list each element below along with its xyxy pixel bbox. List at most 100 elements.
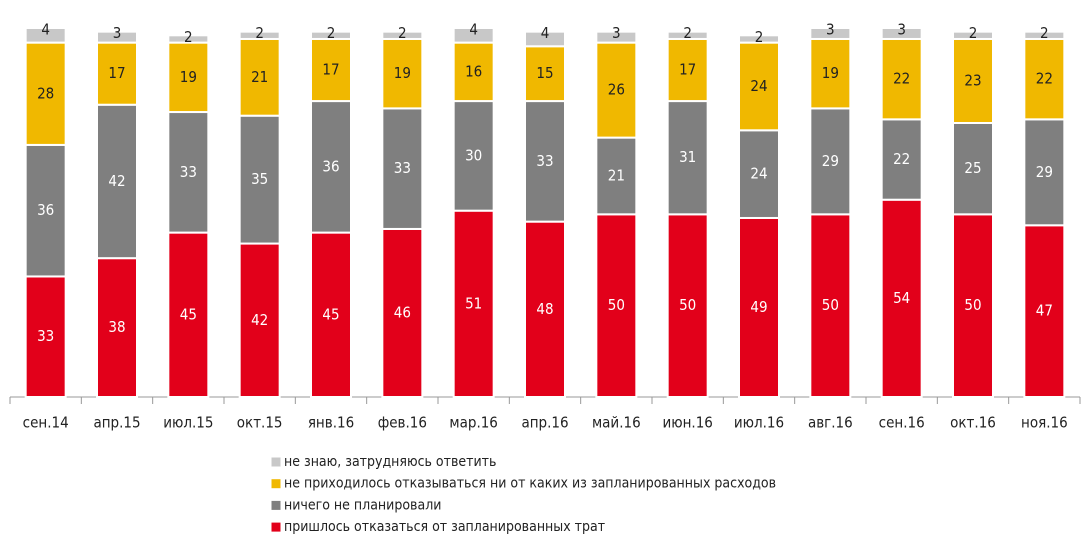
bar-segment xyxy=(167,111,210,234)
bar-segment xyxy=(1023,30,1066,40)
legend-label: пришлось отказаться от запланированных т… xyxy=(284,519,605,535)
data-label: 54 xyxy=(893,289,910,307)
data-label: 2 xyxy=(969,24,978,42)
bar-segment xyxy=(666,30,709,40)
bar-segment xyxy=(167,34,210,44)
x-tick-label: авг.16 xyxy=(808,414,853,432)
bar-segment xyxy=(1023,118,1066,227)
data-label: 29 xyxy=(1036,163,1053,181)
bar-segment xyxy=(524,220,566,398)
bar-segment xyxy=(381,107,424,230)
data-label: 48 xyxy=(536,300,553,318)
data-label: 2 xyxy=(755,28,764,46)
bar-segment xyxy=(880,37,923,121)
data-label: 49 xyxy=(750,298,767,316)
bar-segment xyxy=(880,27,923,40)
data-label: 2 xyxy=(398,24,407,42)
data-label: 3 xyxy=(113,24,122,42)
bar-segment xyxy=(595,136,638,216)
bar-segment xyxy=(381,30,424,40)
bar-segment xyxy=(24,27,67,44)
bar-segment xyxy=(310,100,352,234)
data-label: 4 xyxy=(541,24,550,42)
data-label: 33 xyxy=(394,159,411,177)
legend-label: не знаю, затрудняюсь ответить xyxy=(284,454,496,470)
data-label: 4 xyxy=(41,21,50,39)
data-label: 31 xyxy=(679,148,696,166)
data-label: 35 xyxy=(251,170,268,188)
bar-segment xyxy=(1023,224,1066,398)
data-label: 42 xyxy=(108,172,125,190)
bar-segment xyxy=(238,114,281,245)
bar-segment xyxy=(809,37,852,110)
bar-segment xyxy=(666,100,709,216)
data-label: 3 xyxy=(826,21,835,39)
data-label: 15 xyxy=(536,64,553,82)
bar-segment xyxy=(595,30,638,44)
bar-segment xyxy=(238,37,281,117)
bar-segment xyxy=(452,209,495,398)
data-label: 42 xyxy=(251,311,268,329)
legend-swatch xyxy=(270,521,282,533)
data-label: 38 xyxy=(108,318,125,336)
bar-segment xyxy=(880,198,923,398)
bar-segment xyxy=(96,257,138,398)
x-tick-label: июн.16 xyxy=(662,414,712,432)
data-label: 2 xyxy=(1040,24,1049,42)
bar-segment xyxy=(524,100,566,223)
bar-segment xyxy=(452,27,495,44)
data-label: 46 xyxy=(394,303,411,321)
data-label: 17 xyxy=(679,61,696,79)
data-label: 22 xyxy=(1036,70,1053,88)
legend-swatch xyxy=(270,499,282,511)
data-label: 19 xyxy=(394,64,411,82)
data-label: 30 xyxy=(465,146,482,164)
x-tick-label: фев.16 xyxy=(378,414,427,432)
bar-segment xyxy=(809,213,852,398)
bar-segment xyxy=(310,231,352,398)
bar-segment xyxy=(1023,37,1066,121)
data-label: 21 xyxy=(608,166,625,184)
x-tick-label: янв.16 xyxy=(308,414,354,432)
x-tick-label: окт.16 xyxy=(950,414,996,432)
legend-label: не приходилось отказываться ни от каких … xyxy=(284,476,776,492)
bar-segment xyxy=(738,216,780,398)
x-tick-label: сен.16 xyxy=(879,414,925,432)
data-label: 24 xyxy=(750,77,767,95)
bar-segment xyxy=(809,27,852,40)
x-tick-label: апр.15 xyxy=(93,414,140,432)
data-label: 33 xyxy=(180,163,197,181)
data-label: 22 xyxy=(893,70,910,88)
data-label: 19 xyxy=(180,68,197,86)
data-label: 51 xyxy=(465,294,482,312)
data-label: 50 xyxy=(822,296,839,314)
data-label: 19 xyxy=(822,64,839,82)
bar-segment xyxy=(452,41,495,103)
bar-segment xyxy=(952,37,994,124)
data-label: 45 xyxy=(322,305,339,323)
data-label: 2 xyxy=(683,24,692,42)
legend-swatch xyxy=(270,478,282,490)
data-label: 2 xyxy=(184,28,193,46)
bar-segment xyxy=(595,41,638,139)
data-label: 28 xyxy=(37,84,54,102)
bar-segment xyxy=(24,275,67,398)
data-label: 33 xyxy=(37,327,54,345)
bar-segment xyxy=(96,103,138,260)
data-label: 26 xyxy=(608,81,625,99)
bar-segment xyxy=(24,143,67,278)
x-tick-label: сен.14 xyxy=(23,414,69,432)
bar-segment xyxy=(738,34,780,44)
bar-segment xyxy=(310,30,352,40)
bar-segment xyxy=(238,30,281,40)
x-tick-label: ноя.16 xyxy=(1021,414,1068,432)
x-tick-label: май.16 xyxy=(592,414,641,432)
legend-swatch xyxy=(270,456,282,468)
data-label: 25 xyxy=(964,159,981,177)
data-label: 24 xyxy=(750,165,767,183)
legend-label: ничего не планировали xyxy=(284,497,441,513)
x-tick-label: окт.15 xyxy=(237,414,283,432)
bar-segment xyxy=(310,37,352,103)
bar-segment xyxy=(738,129,780,219)
